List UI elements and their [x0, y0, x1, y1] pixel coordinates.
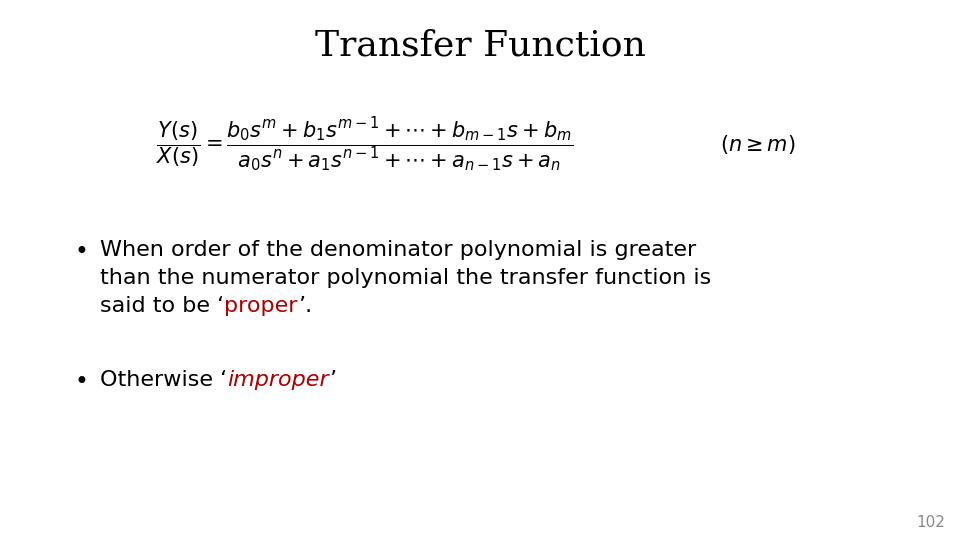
Text: proper: proper [224, 296, 298, 316]
Text: Otherwise ‘: Otherwise ‘ [100, 370, 228, 390]
Text: •: • [75, 370, 89, 394]
Text: 102: 102 [916, 515, 945, 530]
Text: said to be ‘: said to be ‘ [100, 296, 224, 316]
Text: ’: ’ [328, 370, 336, 390]
Text: •: • [75, 240, 89, 264]
Text: than the numerator polynomial the transfer function is: than the numerator polynomial the transf… [100, 268, 711, 288]
Text: improper: improper [228, 370, 328, 390]
Text: $(n \geq m)$: $(n \geq m)$ [720, 133, 796, 157]
Text: $\dfrac{Y(s)}{X(s)} = \dfrac{b_0 s^{m} + b_1 s^{m-1} + \cdots + b_{m-1}s + b_m}{: $\dfrac{Y(s)}{X(s)} = \dfrac{b_0 s^{m} +… [156, 116, 573, 174]
Text: ’.: ’. [298, 296, 312, 316]
Text: When order of the denominator polynomial is greater: When order of the denominator polynomial… [100, 240, 696, 260]
Text: Transfer Function: Transfer Function [315, 28, 645, 62]
